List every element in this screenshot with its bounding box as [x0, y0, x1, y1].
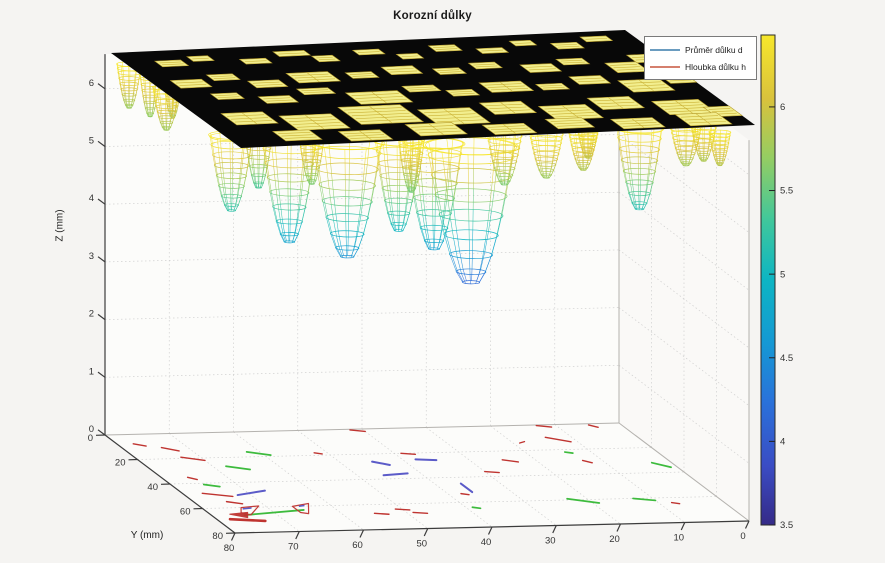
tick-label: 20 — [609, 534, 620, 545]
tick-label: 30 — [545, 536, 556, 547]
colorbar: 3.5 4 4.5 5 5.5 6 — [760, 34, 793, 531]
tick-label: 6 — [780, 102, 785, 113]
tick-label: 40 — [147, 482, 158, 493]
tick-label: 6 — [89, 78, 94, 89]
tick-label: 40 — [481, 537, 492, 548]
floor-grid — [137, 424, 717, 532]
colorbar-ticks: 3.5 4 4.5 5 5.5 6 — [769, 102, 793, 531]
tick-label: 80 — [224, 543, 235, 554]
tick-label: 1 — [89, 366, 94, 377]
tick-label: 5.5 — [780, 186, 793, 197]
legend-line-sample-diameter — [650, 48, 680, 51]
tick-label: 3.5 — [780, 520, 793, 531]
legend-item-label: Hloubka důlku h — [685, 61, 746, 72]
tick-label: 2 — [89, 309, 94, 320]
legend-item: Hloubka důlku h — [650, 58, 751, 75]
y-axis: 0 20 40 60 80 — [88, 433, 236, 542]
legend-line-sample-depth — [650, 65, 680, 68]
tick-label: 4.5 — [780, 353, 793, 364]
legend: Průměr důlku d Hloubka důlku h — [644, 36, 757, 80]
tick-label: 60 — [352, 540, 363, 551]
tick-label: 0 — [88, 433, 93, 444]
tick-label: 4 — [89, 193, 94, 204]
z-axis-label: Z (mm) — [54, 209, 66, 242]
y-axis-label: Y (mm) — [130, 530, 164, 541]
tick-label: 20 — [115, 458, 126, 469]
tick-label: 5 — [89, 136, 94, 147]
specimen-slab — [111, 30, 755, 148]
tick-label: 70 — [288, 542, 299, 553]
tick-label: 50 — [416, 539, 427, 550]
legend-item: Průměr důlku d — [650, 41, 751, 58]
tick-label: 80 — [212, 531, 223, 542]
tick-label: 4 — [780, 437, 785, 448]
slab-openings — [138, 35, 752, 145]
tick-label: 60 — [180, 507, 191, 518]
floor-markers — [132, 424, 681, 523]
tick-label: 10 — [673, 533, 684, 544]
tick-label: 0 — [740, 531, 745, 542]
legend-item-label: Průměr důlku d — [685, 44, 743, 55]
z-axis: 0 1 2 3 4 5 6 — [89, 54, 106, 436]
x-axis: 80 70 60 50 40 30 20 10 0 — [224, 520, 750, 554]
tick-label: 0 — [89, 424, 94, 435]
chart-title: Korozní důlky — [393, 10, 472, 22]
tick-label: 3 — [89, 251, 94, 262]
tick-label: 5 — [780, 269, 785, 280]
